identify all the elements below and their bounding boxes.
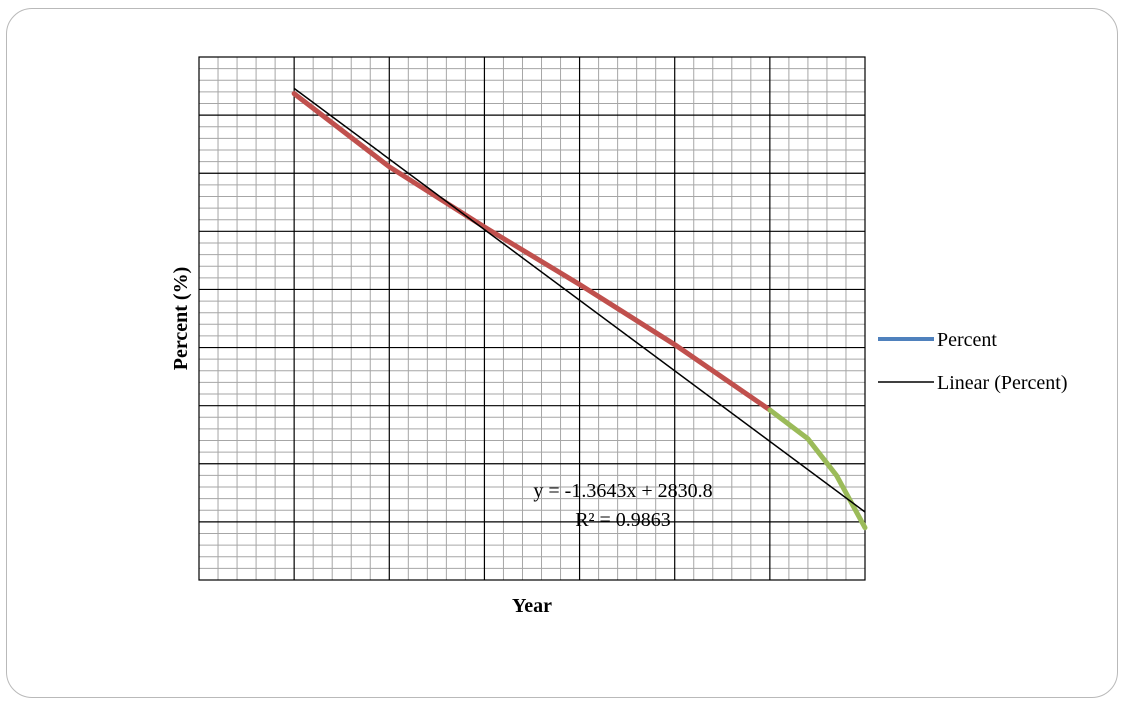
- legend: Percent Linear (Percent): [878, 329, 1067, 394]
- series-lines: [291, 87, 868, 531]
- legend-label-percent: Percent: [937, 329, 997, 351]
- percent-series-line-segment-1: [291, 91, 773, 413]
- trendline-r-squared: R² = 0.9863: [575, 509, 671, 531]
- trendline-equation: y = -1.3643x + 2830.8: [533, 480, 712, 502]
- legend-label-linear-percent: Linear (Percent): [937, 372, 1067, 394]
- linear-trendline: [293, 87, 866, 513]
- major-gridlines: [199, 57, 865, 580]
- chart-frame: [6, 8, 1118, 698]
- y-axis-title: Percent (%): [170, 267, 192, 370]
- plot-area-border: [198, 56, 866, 581]
- minor-gridlines: [199, 57, 865, 580]
- x-axis-title: Year: [512, 595, 552, 617]
